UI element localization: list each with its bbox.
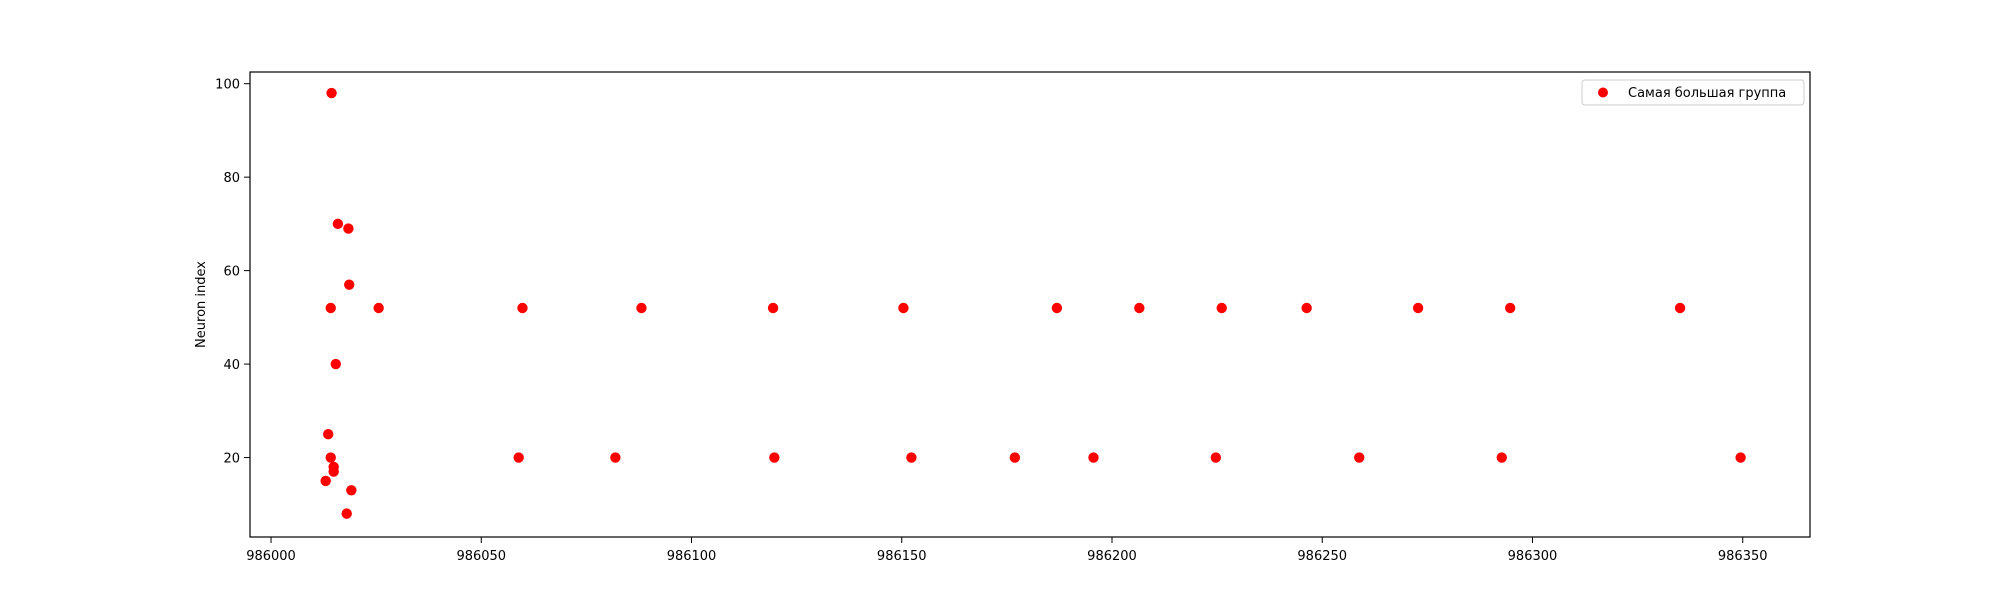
y-tick-label: 40	[223, 358, 240, 373]
data-point	[373, 302, 384, 314]
x-tick-label: 986300	[1508, 549, 1558, 564]
plot-area	[250, 72, 1810, 537]
y-tick-label: 80	[223, 171, 240, 186]
legend-marker	[1598, 87, 1608, 98]
x-tick-label: 986000	[246, 549, 296, 564]
x-axis-ticks: 986000 986050 986100 986150 986200 986250 9863…	[246, 537, 1768, 564]
data-point	[636, 302, 647, 314]
x-tick-label: 986100	[667, 549, 717, 564]
legend: Самая большая группа	[1581, 79, 1805, 106]
data-point	[1134, 302, 1145, 314]
y-tick-label: 60	[223, 265, 240, 280]
x-tick-label: 986200	[1087, 549, 1137, 564]
data-point	[326, 87, 337, 99]
data-point	[330, 358, 341, 370]
data-point	[332, 218, 344, 230]
data-point	[517, 302, 528, 314]
y-tick-label: 20	[223, 452, 240, 467]
y-tick-label: 100	[215, 78, 240, 93]
data-point	[1088, 452, 1099, 463]
data-point	[1301, 302, 1312, 314]
data-point	[328, 466, 339, 477]
x-tick-label: 986250	[1297, 549, 1347, 564]
data-point	[767, 302, 779, 314]
data-point	[325, 452, 336, 463]
data-point	[513, 452, 524, 463]
data-point	[1216, 302, 1227, 314]
data-point	[1412, 302, 1424, 314]
data-point	[325, 302, 336, 314]
data-point	[1674, 302, 1686, 314]
data-point	[898, 302, 909, 314]
data-point	[346, 485, 357, 496]
data-point	[610, 452, 621, 463]
data-points	[320, 87, 1746, 519]
data-point	[1354, 452, 1365, 463]
y-axis-label: Neuron index	[194, 261, 209, 348]
plot-frame	[249, 71, 1811, 538]
data-point	[1051, 302, 1063, 314]
data-point	[343, 223, 354, 234]
data-point	[1210, 452, 1222, 463]
data-point	[1496, 452, 1507, 463]
x-tick-label: 986050	[456, 549, 506, 564]
data-point	[1009, 452, 1021, 463]
x-tick-label: 986150	[877, 549, 927, 564]
data-point	[323, 428, 334, 440]
legend-label: Самая большая группа	[1628, 86, 1786, 101]
legend-box	[1581, 79, 1805, 106]
data-point	[320, 475, 331, 487]
data-point	[1504, 302, 1516, 314]
y-axis-ticks: 20 40 60 80 100	[215, 78, 250, 467]
data-point	[1735, 452, 1746, 463]
data-point	[769, 452, 780, 463]
data-point	[906, 452, 917, 463]
x-tick-label: 986350	[1718, 549, 1768, 564]
data-point	[344, 279, 355, 290]
data-point	[341, 508, 352, 519]
